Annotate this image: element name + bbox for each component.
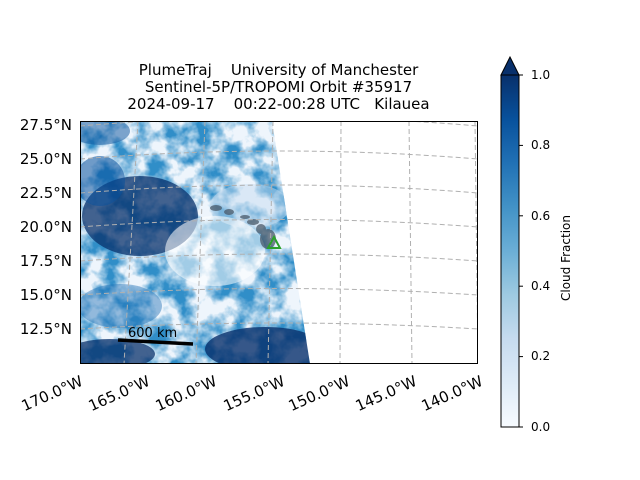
- colorbar-tick-1-0: 1.0: [531, 68, 551, 82]
- map-title-line-1: PlumeTraj University of Manchester: [138, 61, 419, 79]
- colorbar-ticks: [519, 74, 523, 428]
- colorbar: [500, 56, 523, 428]
- scale-bar: [117, 338, 194, 346]
- map-panel: 600 km: [80, 121, 478, 364]
- lon-label-160w: 160.0°W: [152, 372, 220, 415]
- lon-label-150w: 150.0°W: [285, 372, 353, 415]
- colorbar-extend-arrow: [500, 56, 520, 76]
- lat-label-22-5: 22.5°N: [19, 184, 72, 202]
- map-title-line-3: 2024-09-17 00:22-00:28 UTC Kilauea: [127, 95, 430, 113]
- lon-label-145w: 145.0°W: [352, 372, 420, 415]
- lat-label-25-0: 25.0°N: [19, 150, 72, 168]
- lat-label-20-0: 20.0°N: [19, 218, 72, 236]
- colorbar-tick-0-4: 0.4: [531, 279, 551, 293]
- colorbar-tick-0-2: 0.2: [531, 349, 551, 363]
- map-title-line-2: Sentinel-5P/TROPOMI Orbit #35917: [144, 78, 413, 96]
- scale-bar-label: 600 km: [128, 326, 177, 341]
- lon-label-140w: 140.0°W: [418, 372, 486, 415]
- map-gridlines: [80, 121, 478, 364]
- lon-label-165w: 165.0°W: [85, 372, 153, 415]
- colorbar-gradient: [500, 74, 520, 428]
- lat-label-12-5: 12.5°N: [19, 320, 72, 338]
- volcano-triangle-marker: [266, 234, 282, 249]
- lat-label-15-0: 15.0°N: [19, 286, 72, 304]
- lat-label-17-5: 17.5°N: [19, 252, 72, 270]
- lat-label-27-5: 27.5°N: [19, 116, 72, 134]
- colorbar-tick-0-8: 0.8: [531, 138, 551, 152]
- colorbar-label: Cloud Fraction: [559, 215, 573, 301]
- colorbar-tick-0-6: 0.6: [531, 209, 551, 223]
- hawaiian-islands: [210, 205, 276, 249]
- map-frame: [80, 121, 478, 364]
- lon-label-155w: 155.0°W: [220, 372, 288, 415]
- colorbar-tick-0-0: 0.0: [531, 420, 551, 434]
- lon-label-170w: 170.0°W: [18, 372, 86, 415]
